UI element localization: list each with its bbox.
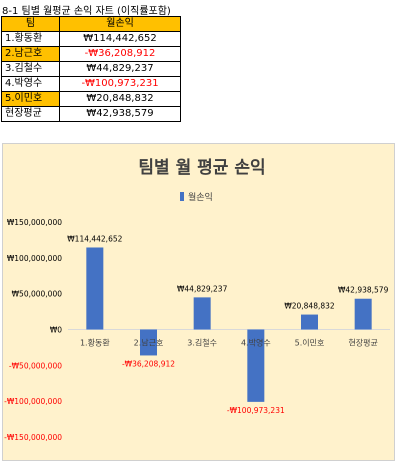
table-row: 4.박영수 -₩100,973,231 [1, 76, 181, 92]
y-tick-label: ₩0 [50, 326, 62, 335]
sheet-heading: 8-1 팀별 월평균 손익 자트 (이직률포함) [2, 6, 171, 17]
category-label: 3.김철수 [187, 338, 217, 348]
bar [301, 314, 318, 330]
legend-label: 월손익 [188, 191, 213, 203]
col-header-team: 팀 [1, 16, 60, 32]
category-label: 4.박영수 [241, 338, 271, 348]
y-tick-label: -₩150,000,000 [4, 433, 62, 442]
data-label: -₩100,973,231 [227, 406, 285, 415]
summary-table: 팀 월손익 1.황동환 ₩114,442,652 2.남근호 -₩36,208,912… [1, 16, 181, 122]
data-label: ₩20,848,832 [284, 302, 335, 311]
y-tick-label: ₩150,000,000 [7, 218, 62, 227]
data-label: ₩42,938,579 [338, 286, 389, 295]
bar [193, 297, 211, 330]
data-label: ₩114,442,652 [67, 234, 122, 243]
bar [140, 329, 157, 356]
team-cell[interactable]: 2.남근호 [1, 46, 60, 62]
table-header-row: 팀 월손익 [1, 16, 181, 32]
y-tick-label: ₩100,000,000 [7, 254, 62, 263]
y-tick-label: ₩50,000,000 [12, 290, 63, 299]
data-label: -₩36,208,912 [122, 359, 175, 368]
table-row: 5.이민호 ₩20,848,832 [1, 91, 181, 107]
legend-swatch [180, 192, 184, 201]
y-tick-label: -₩50,000,000 [9, 361, 62, 370]
chart-title: 팀별 월 평균 손익 [138, 158, 265, 178]
y-tick-label: -₩100,000,000 [4, 397, 62, 406]
profit-cell[interactable]: ₩42,938,579 [59, 106, 181, 122]
category-label: 2.남근호 [134, 339, 164, 348]
table-row: 현장평균 ₩42,938,579 [1, 106, 181, 122]
data-label: ₩44,829,237 [177, 284, 228, 293]
bar [247, 329, 265, 402]
category-label: 5.이민호 [295, 338, 325, 348]
bar [354, 298, 372, 330]
category-label: 1.황동환 [80, 338, 110, 348]
col-header-profit: 월손익 [59, 16, 181, 32]
category-label: 현장평균 [348, 338, 377, 348]
bar [86, 247, 104, 330]
